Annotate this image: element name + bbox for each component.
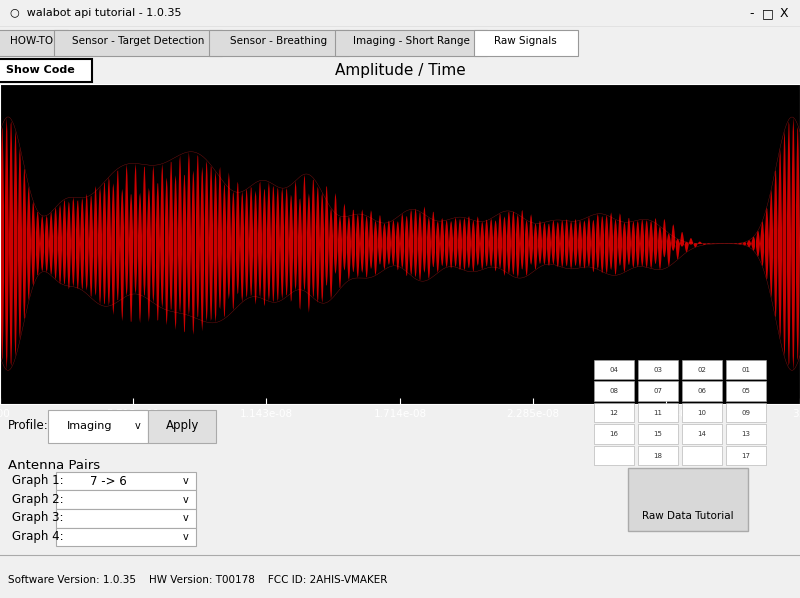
Text: 11: 11 [654,410,662,416]
Text: v: v [182,514,189,523]
Text: Raw Signals: Raw Signals [494,36,557,46]
Text: v: v [134,421,141,431]
Text: Raw Data Tutorial: Raw Data Tutorial [642,511,734,521]
Text: Show Code: Show Code [6,65,74,75]
Bar [682,425,722,444]
Bar [594,403,634,422]
Bar [726,403,766,422]
Text: v: v [182,495,189,505]
FancyBboxPatch shape [335,29,487,56]
Text: Graph 2:: Graph 2: [12,493,64,505]
Text: Apply: Apply [166,419,199,432]
Bar [726,446,766,465]
Bar [682,446,722,465]
Text: 09: 09 [742,410,750,416]
FancyBboxPatch shape [56,509,196,528]
Text: Profile:: Profile: [8,419,49,432]
Bar [726,425,766,444]
Text: Imaging: Imaging [67,421,112,431]
Bar [638,382,678,401]
Text: 10: 10 [698,410,706,416]
Text: Amplitude / Time: Amplitude / Time [334,63,466,78]
Text: 01: 01 [742,367,750,373]
Text: 18: 18 [654,453,662,459]
Text: v: v [182,532,189,542]
Text: 13: 13 [742,431,750,437]
Bar [638,403,678,422]
Text: □: □ [762,7,774,20]
Text: 14: 14 [698,431,706,437]
Text: Software Version: 1.0.35    HW Version: T00178    FCC ID: 2AHIS-VMAKER: Software Version: 1.0.35 HW Version: T00… [8,575,387,585]
Bar [594,360,634,379]
Text: ○  walabot api tutorial - 1.0.35: ○ walabot api tutorial - 1.0.35 [10,8,181,19]
Text: 02: 02 [698,367,706,373]
Text: 03: 03 [654,367,662,373]
FancyBboxPatch shape [0,29,68,56]
FancyBboxPatch shape [54,29,222,56]
Bar [638,446,678,465]
Text: 06: 06 [698,388,706,394]
Text: 15: 15 [654,431,662,437]
Text: 12: 12 [610,410,618,416]
FancyBboxPatch shape [56,528,196,547]
Bar [682,403,722,422]
Text: 07: 07 [654,388,662,394]
Text: 17: 17 [742,453,750,459]
Bar [638,360,678,379]
FancyBboxPatch shape [148,410,216,443]
Text: Graph 4:: Graph 4: [12,530,64,543]
Text: 7 -> 6: 7 -> 6 [90,475,126,487]
Bar [594,425,634,444]
Text: 16: 16 [610,431,618,437]
Text: Sensor - Target Detection: Sensor - Target Detection [72,36,205,46]
Text: Antenna Pairs: Antenna Pairs [8,459,100,472]
Bar [726,382,766,401]
Bar [638,425,678,444]
FancyBboxPatch shape [628,468,748,532]
Text: Graph 1:: Graph 1: [12,474,64,487]
Text: 05: 05 [742,388,750,394]
Bar [682,382,722,401]
Bar [594,382,634,401]
FancyBboxPatch shape [209,29,349,56]
Text: 08: 08 [610,388,618,394]
Text: Graph 3:: Graph 3: [12,511,63,524]
FancyBboxPatch shape [56,472,196,490]
Bar [726,360,766,379]
Text: v: v [182,476,189,486]
Bar [682,360,722,379]
FancyBboxPatch shape [56,490,196,509]
Bar [594,446,634,465]
FancyBboxPatch shape [48,410,148,443]
Text: Sensor - Breathing: Sensor - Breathing [230,36,327,46]
FancyBboxPatch shape [474,29,578,56]
Text: HOW-TO: HOW-TO [10,36,54,46]
Text: Imaging - Short Range: Imaging - Short Range [353,36,470,46]
Text: -: - [750,7,754,20]
FancyBboxPatch shape [0,59,92,81]
Text: X: X [780,7,788,20]
Text: 04: 04 [610,367,618,373]
